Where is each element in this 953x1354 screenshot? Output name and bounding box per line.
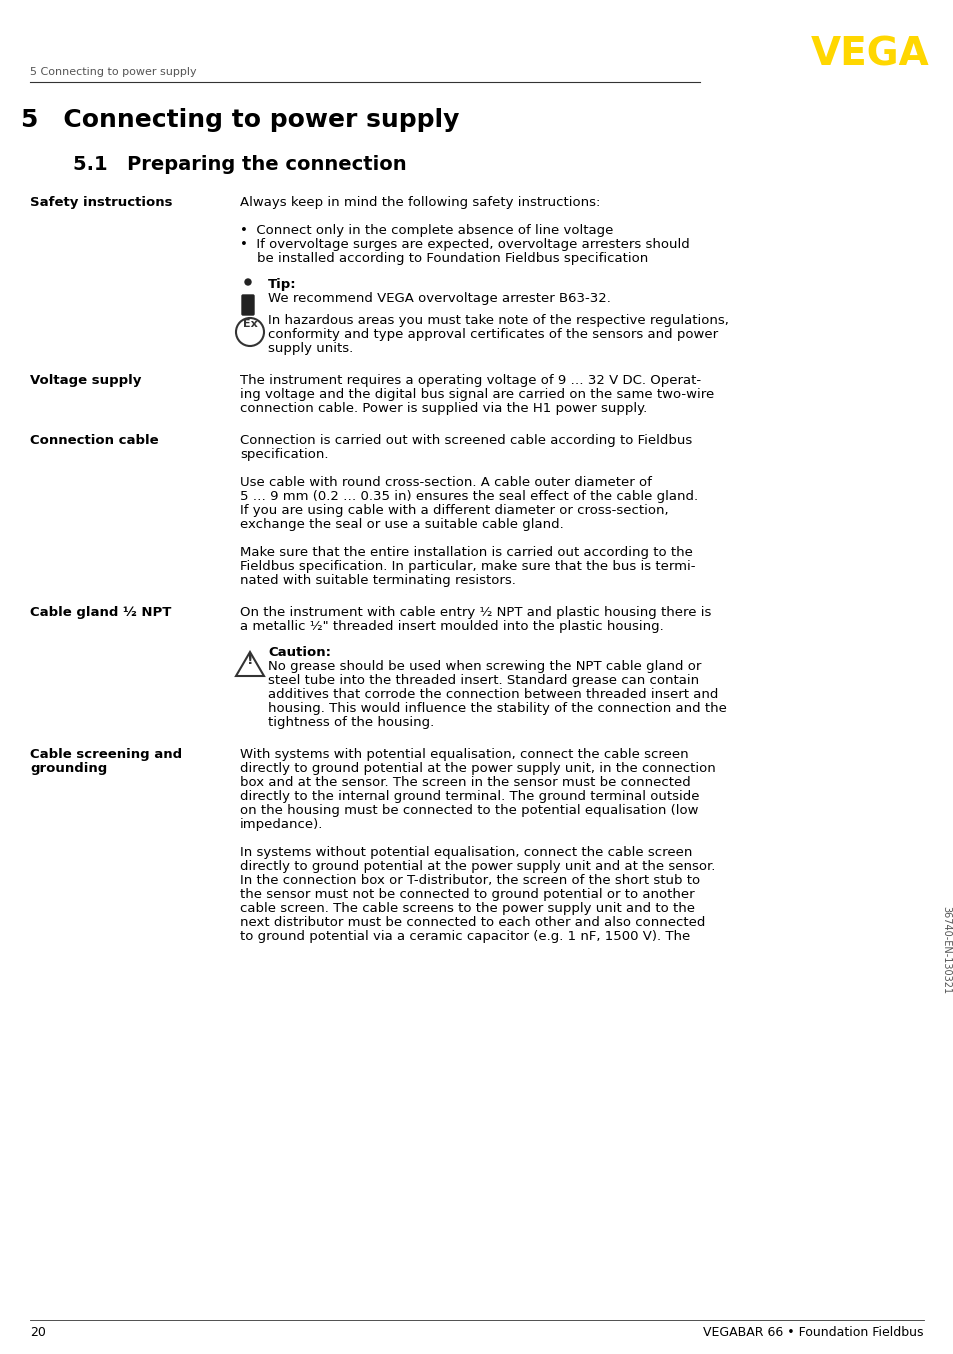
- Text: 20: 20: [30, 1327, 46, 1339]
- Text: We recommend VEGA overvoltage arrester B63-32.: We recommend VEGA overvoltage arrester B…: [268, 292, 610, 305]
- Text: directly to ground potential at the power supply unit and at the sensor.: directly to ground potential at the powe…: [240, 860, 715, 873]
- Text: The instrument requires a operating voltage of 9 … 32 V DC. Operat-: The instrument requires a operating volt…: [240, 374, 700, 387]
- Text: In the connection box or T-distributor, the screen of the short stub to: In the connection box or T-distributor, …: [240, 873, 700, 887]
- Text: housing. This would influence the stability of the connection and the: housing. This would influence the stabil…: [268, 701, 726, 715]
- Text: next distributor must be connected to each other and also connected: next distributor must be connected to ea…: [240, 917, 704, 929]
- Text: directly to ground potential at the power supply unit, in the connection: directly to ground potential at the powe…: [240, 762, 715, 774]
- Text: On the instrument with cable entry ½ NPT and plastic housing there is: On the instrument with cable entry ½ NPT…: [240, 607, 711, 619]
- Text: Use cable with round cross-section. A cable outer diameter of: Use cable with round cross-section. A ca…: [240, 477, 651, 489]
- Text: No grease should be used when screwing the NPT cable gland or: No grease should be used when screwing t…: [268, 659, 700, 673]
- Text: be installed according to Foundation Fieldbus specification: be installed according to Foundation Fie…: [240, 252, 648, 265]
- Text: •  Connect only in the complete absence of line voltage: • Connect only in the complete absence o…: [240, 223, 613, 237]
- Text: the sensor must not be connected to ground potential or to another: the sensor must not be connected to grou…: [240, 888, 694, 900]
- Text: additives that corrode the connection between threaded insert and: additives that corrode the connection be…: [268, 688, 718, 701]
- Text: box and at the sensor. The screen in the sensor must be connected: box and at the sensor. The screen in the…: [240, 776, 690, 789]
- Text: Ex: Ex: [242, 320, 257, 329]
- Text: Always keep in mind the following safety instructions:: Always keep in mind the following safety…: [240, 196, 599, 209]
- Text: Connection is carried out with screened cable according to Fieldbus: Connection is carried out with screened …: [240, 435, 692, 447]
- Text: VEGABAR 66 • Foundation Fieldbus: VEGABAR 66 • Foundation Fieldbus: [702, 1327, 923, 1339]
- Text: conformity and type approval certificates of the sensors and power: conformity and type approval certificate…: [268, 328, 718, 341]
- Text: Cable gland ½ NPT: Cable gland ½ NPT: [30, 607, 172, 619]
- Text: on the housing must be connected to the potential equalisation (low: on the housing must be connected to the …: [240, 804, 698, 816]
- Text: directly to the internal ground terminal. The ground terminal outside: directly to the internal ground terminal…: [240, 789, 699, 803]
- Text: steel tube into the threaded insert. Standard grease can contain: steel tube into the threaded insert. Sta…: [268, 674, 699, 686]
- Circle shape: [245, 279, 251, 284]
- Text: ing voltage and the digital bus signal are carried on the same two-wire: ing voltage and the digital bus signal a…: [240, 389, 714, 401]
- Text: to ground potential via a ceramic capacitor (e.g. 1 nF, 1500 V). The: to ground potential via a ceramic capaci…: [240, 930, 690, 942]
- Text: grounding: grounding: [30, 762, 107, 774]
- Text: •  If overvoltage surges are expected, overvoltage arresters should: • If overvoltage surges are expected, ov…: [240, 238, 689, 250]
- Text: 5 Connecting to power supply: 5 Connecting to power supply: [30, 66, 196, 77]
- Text: exchange the seal or use a suitable cable gland.: exchange the seal or use a suitable cabl…: [240, 519, 563, 531]
- Text: supply units.: supply units.: [268, 343, 353, 355]
- Text: nated with suitable terminating resistors.: nated with suitable terminating resistor…: [240, 574, 516, 588]
- Text: tightness of the housing.: tightness of the housing.: [268, 716, 434, 728]
- Text: VEGA: VEGA: [810, 37, 928, 74]
- Text: !: !: [247, 653, 253, 668]
- Text: Fieldbus specification. In particular, make sure that the bus is termi-: Fieldbus specification. In particular, m…: [240, 561, 695, 573]
- FancyBboxPatch shape: [242, 295, 253, 315]
- Text: Tip:: Tip:: [268, 278, 296, 291]
- Text: Safety instructions: Safety instructions: [30, 196, 172, 209]
- Text: In systems without potential equalisation, connect the cable screen: In systems without potential equalisatio…: [240, 846, 692, 858]
- Text: Connection cable: Connection cable: [30, 435, 158, 447]
- Text: a metallic ½" threaded insert moulded into the plastic housing.: a metallic ½" threaded insert moulded in…: [240, 620, 663, 634]
- Text: In hazardous areas you must take note of the respective regulations,: In hazardous areas you must take note of…: [268, 314, 728, 328]
- Text: If you are using cable with a different diameter or cross-section,: If you are using cable with a different …: [240, 504, 668, 517]
- Text: Caution:: Caution:: [268, 646, 331, 659]
- Text: With systems with potential equalisation, connect the cable screen: With systems with potential equalisation…: [240, 747, 688, 761]
- Text: Cable screening and: Cable screening and: [30, 747, 182, 761]
- Text: 36740-EN-130321: 36740-EN-130321: [940, 906, 950, 994]
- Text: 5.1 Preparing the connection: 5.1 Preparing the connection: [73, 156, 406, 175]
- Text: Voltage supply: Voltage supply: [30, 374, 141, 387]
- Text: impedance).: impedance).: [240, 818, 323, 831]
- Text: 5 Connecting to power supply: 5 Connecting to power supply: [21, 108, 458, 131]
- Text: 5 … 9 mm (0.2 … 0.35 in) ensures the seal effect of the cable gland.: 5 … 9 mm (0.2 … 0.35 in) ensures the sea…: [240, 490, 698, 502]
- Text: Make sure that the entire installation is carried out according to the: Make sure that the entire installation i…: [240, 546, 692, 559]
- Text: connection cable. Power is supplied via the H1 power supply.: connection cable. Power is supplied via …: [240, 402, 646, 414]
- Text: cable screen. The cable screens to the power supply unit and to the: cable screen. The cable screens to the p…: [240, 902, 695, 915]
- Text: specification.: specification.: [240, 448, 328, 460]
